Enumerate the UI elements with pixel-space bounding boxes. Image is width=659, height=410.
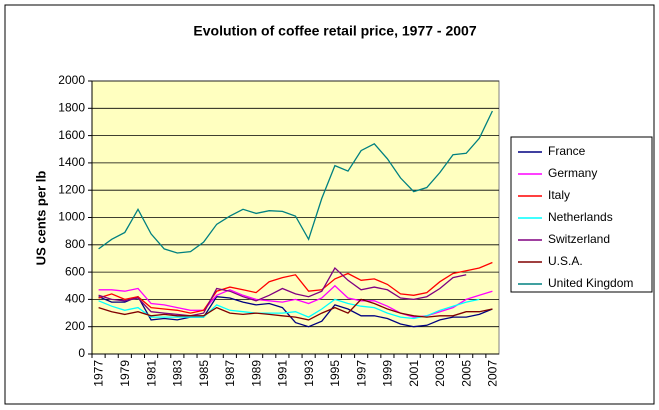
y-tick-label: 800 bbox=[65, 237, 85, 251]
series-line bbox=[98, 298, 493, 321]
x-tick-label: 1999 bbox=[381, 360, 395, 387]
x-tick-label: 1997 bbox=[354, 360, 368, 387]
series-line bbox=[98, 266, 467, 317]
legend-label: Germany bbox=[548, 166, 597, 180]
series-line bbox=[98, 295, 493, 328]
x-tick-label: 1993 bbox=[302, 360, 316, 387]
x-tick-label: 2003 bbox=[433, 360, 447, 387]
x-tick-label: 2007 bbox=[486, 360, 500, 387]
x-tick-label: 1979 bbox=[118, 360, 132, 387]
x-tick-label: 1989 bbox=[249, 360, 263, 387]
chart-title: Evolution of coffee retail price, 1977 -… bbox=[193, 23, 476, 39]
series-line bbox=[98, 261, 493, 314]
x-tick-label: 1995 bbox=[328, 360, 342, 387]
y-tick-label: 1200 bbox=[58, 182, 85, 196]
x-tick-label: 2005 bbox=[459, 360, 473, 387]
series-line bbox=[98, 110, 493, 254]
legend-label: United Kingdom bbox=[548, 276, 633, 290]
y-axis-label: US cents per lb bbox=[33, 171, 48, 266]
x-tick-label: 1985 bbox=[197, 360, 211, 387]
legend-label: France bbox=[548, 144, 586, 158]
x-tick-label: 1987 bbox=[223, 360, 237, 387]
y-tick-label: 400 bbox=[65, 292, 85, 306]
x-tick-label: 1977 bbox=[92, 360, 106, 387]
legend-label: Switzerland bbox=[548, 232, 610, 246]
legend-label: Italy bbox=[548, 188, 570, 202]
y-tick-label: 2000 bbox=[58, 73, 85, 87]
y-tick-label: 1800 bbox=[58, 100, 85, 114]
legend-label: U.S.A. bbox=[548, 254, 583, 268]
y-tick-label: 200 bbox=[65, 319, 85, 333]
y-tick-label: 1400 bbox=[58, 155, 85, 169]
series-line bbox=[98, 298, 480, 320]
legend-label: Netherlands bbox=[548, 210, 613, 224]
y-tick-label: 1000 bbox=[58, 210, 85, 224]
y-tick-label: 0 bbox=[78, 346, 85, 360]
x-tick-label: 1981 bbox=[144, 360, 158, 387]
legend bbox=[510, 136, 653, 293]
x-tick-label: 1983 bbox=[171, 360, 185, 387]
x-tick-label: 1991 bbox=[276, 360, 290, 387]
y-tick-label: 600 bbox=[65, 264, 85, 278]
x-tick-label: 2001 bbox=[407, 360, 421, 387]
y-tick-label: 1600 bbox=[58, 128, 85, 142]
